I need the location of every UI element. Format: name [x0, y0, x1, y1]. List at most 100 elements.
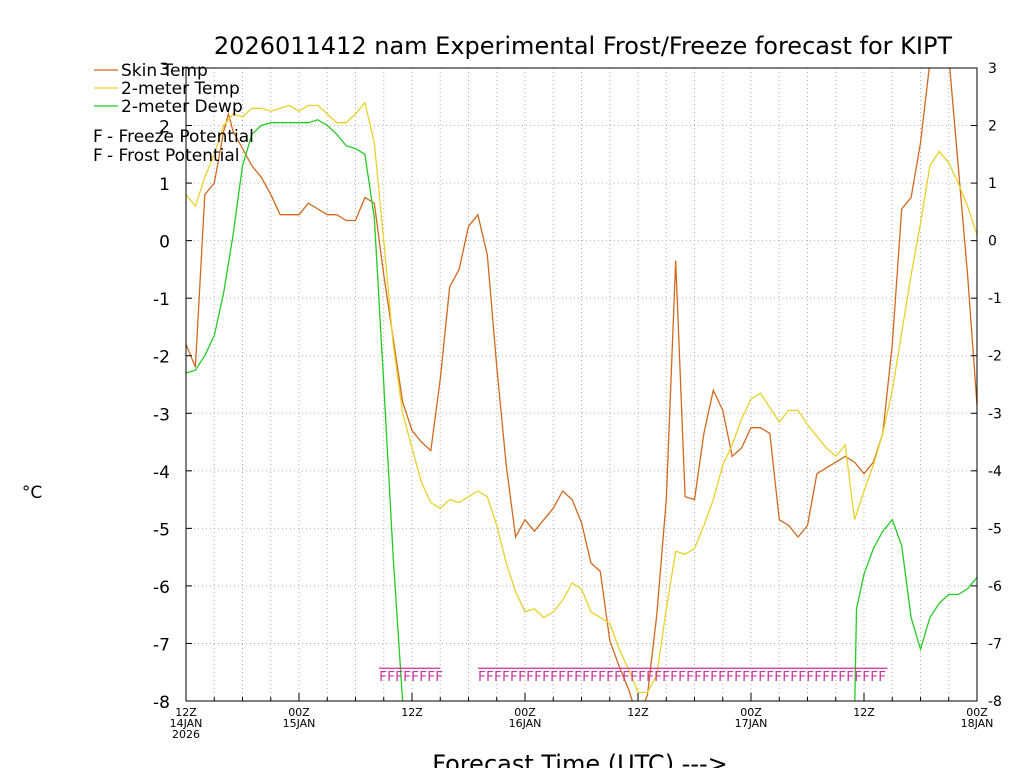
freeze-flag-marker: F — [494, 670, 502, 685]
y-tick-label: 3 — [159, 60, 170, 80]
freeze-flag-marker: F — [558, 670, 566, 685]
y-tick-label-right: -6 — [988, 579, 1002, 595]
freeze-flag-marker: F — [846, 670, 854, 685]
freeze-flag-marker: F — [710, 670, 718, 685]
freeze-flag-marker: F — [782, 670, 790, 685]
freeze-flag-marker: F — [742, 670, 750, 685]
y-tick-label-right: -8 — [988, 694, 1002, 710]
legend-label: 2-meter Temp — [121, 79, 240, 99]
y-tick-label: -8 — [153, 693, 170, 713]
freeze-flag-marker: F — [870, 670, 878, 685]
x-tick-label: 00Z — [740, 706, 762, 719]
y-tick-label: -1 — [153, 290, 170, 310]
freeze-flag-marker: F — [435, 670, 443, 685]
freeze-flag-marker: F — [542, 670, 550, 685]
freeze-flag-marker: F — [638, 670, 646, 685]
freeze-flag-marker: F — [622, 670, 630, 685]
y-axis: -8 -8 -7 -7 -6 -6 -5 -5 -4 -4 -3 -3 -2 -2 -1 -1 0 0 1 1 2 2 3 3 — [153, 60, 1002, 713]
legend-flag-label: - Frost Potential — [107, 146, 240, 166]
freeze-flag-marker: F — [574, 670, 582, 685]
freeze-flag-marker: F — [662, 670, 670, 685]
freeze-flag-marker: F — [598, 670, 606, 685]
freeze-flag-marker: F — [478, 670, 486, 685]
y-tick-label-right: -2 — [988, 349, 1002, 365]
freeze-flag-marker: F — [774, 670, 782, 685]
freeze-flag-marker: F — [395, 670, 403, 685]
freeze-flag-marker: F — [798, 670, 806, 685]
freeze-flag-marker: F — [726, 670, 734, 685]
freeze-flag-marker: F — [646, 670, 654, 685]
x-tick-label: 14JAN — [170, 717, 203, 730]
freeze-flag-marker: F — [678, 670, 686, 685]
x-tick-label: 2026 — [172, 728, 200, 741]
y-axis-label: °C — [22, 483, 42, 503]
x-tick-label: 18JAN — [961, 717, 994, 730]
freeze-flag-marker: F — [854, 670, 862, 685]
freeze-flag-marker: F — [758, 670, 766, 685]
y-tick-label: -2 — [153, 348, 170, 368]
freeze-flag-marker: F — [590, 670, 598, 685]
x-tick-label: 00Z — [966, 706, 988, 719]
freeze-flag-marker: F — [427, 670, 435, 685]
freeze-flag-marker: F — [419, 670, 427, 685]
y-tick-label: -6 — [153, 578, 170, 598]
series-line-2-meter-dewp — [186, 119, 404, 701]
freeze-flag-marker: F — [502, 670, 510, 685]
freeze-flag-marker: F — [654, 670, 662, 685]
freeze-flag-marker: F — [694, 670, 702, 685]
freeze-flag-marker: F — [766, 670, 774, 685]
freeze-flag-marker: F — [387, 670, 395, 685]
y-tick-label-right: 0 — [988, 234, 997, 250]
freeze-flag-marker: F — [411, 670, 419, 685]
series-line-2-meter-dewp-segment-2- — [854, 518, 977, 701]
freeze-flag-marker: F — [518, 670, 526, 685]
legend-flag-letter: F — [93, 127, 103, 147]
x-tick-label: 16JAN — [509, 717, 542, 730]
y-tick-label-right: -3 — [988, 406, 1002, 422]
freeze-flag-marker: F — [838, 670, 846, 685]
freeze-flag-marker: F — [814, 670, 822, 685]
freeze-flag-marker: F — [550, 670, 558, 685]
y-tick-label-right: 1 — [988, 176, 997, 192]
freeze-flag-marker: F — [878, 670, 886, 685]
freeze-flag-marker: F — [702, 670, 710, 685]
series-lines — [186, 68, 977, 701]
y-tick-label-right: 3 — [988, 61, 997, 77]
y-tick-label-right: -1 — [988, 291, 1002, 307]
y-tick-label-right: -5 — [988, 521, 1002, 537]
x-tick-label: 15JAN — [283, 717, 316, 730]
y-tick-label-right: -4 — [988, 464, 1002, 480]
x-tick-label: 12Z — [627, 706, 649, 719]
freeze-flag-marker: F — [534, 670, 542, 685]
freeze-flag-marker: F — [486, 670, 494, 685]
freeze-flag-marker: F — [822, 670, 830, 685]
x-tick-label: 00Z — [514, 706, 536, 719]
freeze-flag-marker: F — [790, 670, 798, 685]
freeze-flag-marker: F — [670, 670, 678, 685]
freeze-flag-marker: F — [630, 670, 638, 685]
series-line-skin-temp — [186, 68, 977, 701]
x-axis-label: Forecast Time (UTC) ---> — [432, 750, 728, 768]
freeze-flag-marker: F — [403, 670, 411, 685]
x-tick-label: 12Z — [175, 706, 197, 719]
freeze-flag-marker: F — [606, 670, 614, 685]
y-tick-label: 2 — [159, 118, 170, 138]
legend-flag-letter: F — [93, 146, 103, 166]
legend-flag-label: - Freeze Potential — [107, 127, 254, 147]
y-tick-label: -4 — [153, 463, 170, 483]
legend-label: 2-meter Dewp — [121, 97, 243, 117]
freeze-flag-marker: F — [686, 670, 694, 685]
chart-title: 2026011412 nam Experimental Frost/Freeze… — [214, 32, 953, 60]
y-tick-label-right: 2 — [988, 119, 997, 135]
y-tick-label: -5 — [153, 520, 170, 540]
x-tick-label: 12Z — [401, 706, 423, 719]
x-tick-label: 12Z — [853, 706, 875, 719]
y-tick-label: 1 — [159, 175, 170, 195]
freeze-flag-marker: F — [379, 670, 387, 685]
freeze-flag-marker: F — [862, 670, 870, 685]
freeze-flag-marker: F — [830, 670, 838, 685]
freeze-flag-marker: F — [750, 670, 758, 685]
series-line-2-meter-temp — [186, 101, 977, 694]
